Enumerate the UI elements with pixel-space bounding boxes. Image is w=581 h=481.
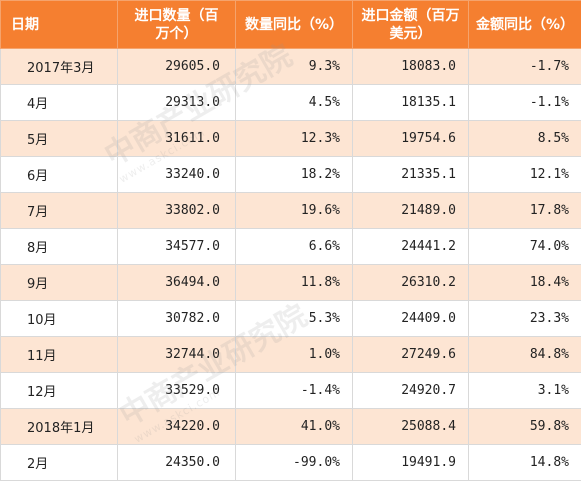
value-yoy-cell: 23.3% [468, 300, 581, 337]
date-cell: 9月 [0, 264, 118, 301]
table-row: 11月 32744.0 1.0% 27249.6 84.8% [0, 336, 581, 373]
value-yoy-cell: 84.8% [468, 336, 581, 373]
value-yoy-cell: -1.1% [468, 84, 581, 121]
import-quantity-cell: 33802.0 [117, 192, 236, 229]
import-value-cell: 19754.6 [352, 120, 469, 157]
column-header-date: 日期 [0, 0, 118, 49]
table-row: 10月 30782.0 5.3% 24409.0 23.3% [0, 300, 581, 337]
import-quantity-cell: 29605.0 [117, 48, 236, 85]
quantity-yoy-cell: 1.0% [235, 336, 353, 373]
date-cell: 5月 [0, 120, 118, 157]
table-row: 9月 36494.0 11.8% 26310.2 18.4% [0, 264, 581, 301]
import-quantity-cell: 34577.0 [117, 228, 236, 265]
value-yoy-cell: -1.7% [468, 48, 581, 85]
table-body: 2017年3月 29605.0 9.3% 18083.0 -1.7% 4月 29313.0 4… [0, 48, 581, 481]
value-yoy-cell: 18.4% [468, 264, 581, 301]
import-quantity-cell: 33529.0 [117, 372, 236, 409]
table-header-row: 日期 进口数量（百万个） 数量同比（%） 进口金额（百万美元） 金额同比（%） [0, 0, 581, 49]
import-quantity-cell: 36494.0 [117, 264, 236, 301]
import-quantity-cell: 24350.0 [117, 444, 236, 481]
quantity-yoy-cell: 11.8% [235, 264, 353, 301]
quantity-yoy-cell: 18.2% [235, 156, 353, 193]
date-cell: 2月 [0, 444, 118, 481]
import-value-cell: 18135.1 [352, 84, 469, 121]
date-cell: 7月 [0, 192, 118, 229]
import-value-cell: 24409.0 [352, 300, 469, 337]
table-row: 2017年3月 29605.0 9.3% 18083.0 -1.7% [0, 48, 581, 85]
table-row: 8月 34577.0 6.6% 24441.2 74.0% [0, 228, 581, 265]
date-cell: 10月 [0, 300, 118, 337]
table-row: 4月 29313.0 4.5% 18135.1 -1.1% [0, 84, 581, 121]
column-header-value-yoy: 金额同比（%） [468, 0, 581, 49]
table-row: 5月 31611.0 12.3% 19754.6 8.5% [0, 120, 581, 157]
quantity-yoy-cell: 5.3% [235, 300, 353, 337]
date-cell: 12月 [0, 372, 118, 409]
quantity-yoy-cell: -1.4% [235, 372, 353, 409]
import-quantity-cell: 32744.0 [117, 336, 236, 373]
quantity-yoy-cell: -99.0% [235, 444, 353, 481]
import-value-cell: 25088.4 [352, 408, 469, 445]
import-value-cell: 19491.9 [352, 444, 469, 481]
column-header-quantity-yoy: 数量同比（%） [235, 0, 353, 49]
value-yoy-cell: 12.1% [468, 156, 581, 193]
quantity-yoy-cell: 19.6% [235, 192, 353, 229]
table-row: 7月 33802.0 19.6% 21489.0 17.8% [0, 192, 581, 229]
quantity-yoy-cell: 12.3% [235, 120, 353, 157]
table-row: 12月 33529.0 -1.4% 24920.7 3.1% [0, 372, 581, 409]
import-value-cell: 18083.0 [352, 48, 469, 85]
value-yoy-cell: 3.1% [468, 372, 581, 409]
table-row: 6月 33240.0 18.2% 21335.1 12.1% [0, 156, 581, 193]
import-quantity-cell: 34220.0 [117, 408, 236, 445]
import-quantity-cell: 29313.0 [117, 84, 236, 121]
table-row: 2018年1月 34220.0 41.0% 25088.4 59.8% [0, 408, 581, 445]
column-header-import-value: 进口金额（百万美元） [352, 0, 469, 49]
table-row: 2月 24350.0 -99.0% 19491.9 14.8% [0, 444, 581, 481]
value-yoy-cell: 74.0% [468, 228, 581, 265]
column-header-import-quantity: 进口数量（百万个） [117, 0, 236, 49]
import-value-cell: 24920.7 [352, 372, 469, 409]
value-yoy-cell: 59.8% [468, 408, 581, 445]
quantity-yoy-cell: 4.5% [235, 84, 353, 121]
import-value-cell: 27249.6 [352, 336, 469, 373]
import-value-cell: 21489.0 [352, 192, 469, 229]
date-cell: 2017年3月 [0, 48, 118, 85]
date-cell: 2018年1月 [0, 408, 118, 445]
import-value-cell: 26310.2 [352, 264, 469, 301]
value-yoy-cell: 17.8% [468, 192, 581, 229]
quantity-yoy-cell: 6.6% [235, 228, 353, 265]
import-quantity-cell: 33240.0 [117, 156, 236, 193]
import-value-cell: 24441.2 [352, 228, 469, 265]
import-quantity-cell: 30782.0 [117, 300, 236, 337]
date-cell: 11月 [0, 336, 118, 373]
date-cell: 8月 [0, 228, 118, 265]
value-yoy-cell: 14.8% [468, 444, 581, 481]
quantity-yoy-cell: 41.0% [235, 408, 353, 445]
value-yoy-cell: 8.5% [468, 120, 581, 157]
import-value-cell: 21335.1 [352, 156, 469, 193]
quantity-yoy-cell: 9.3% [235, 48, 353, 85]
import-quantity-cell: 31611.0 [117, 120, 236, 157]
date-cell: 4月 [0, 84, 118, 121]
date-cell: 6月 [0, 156, 118, 193]
